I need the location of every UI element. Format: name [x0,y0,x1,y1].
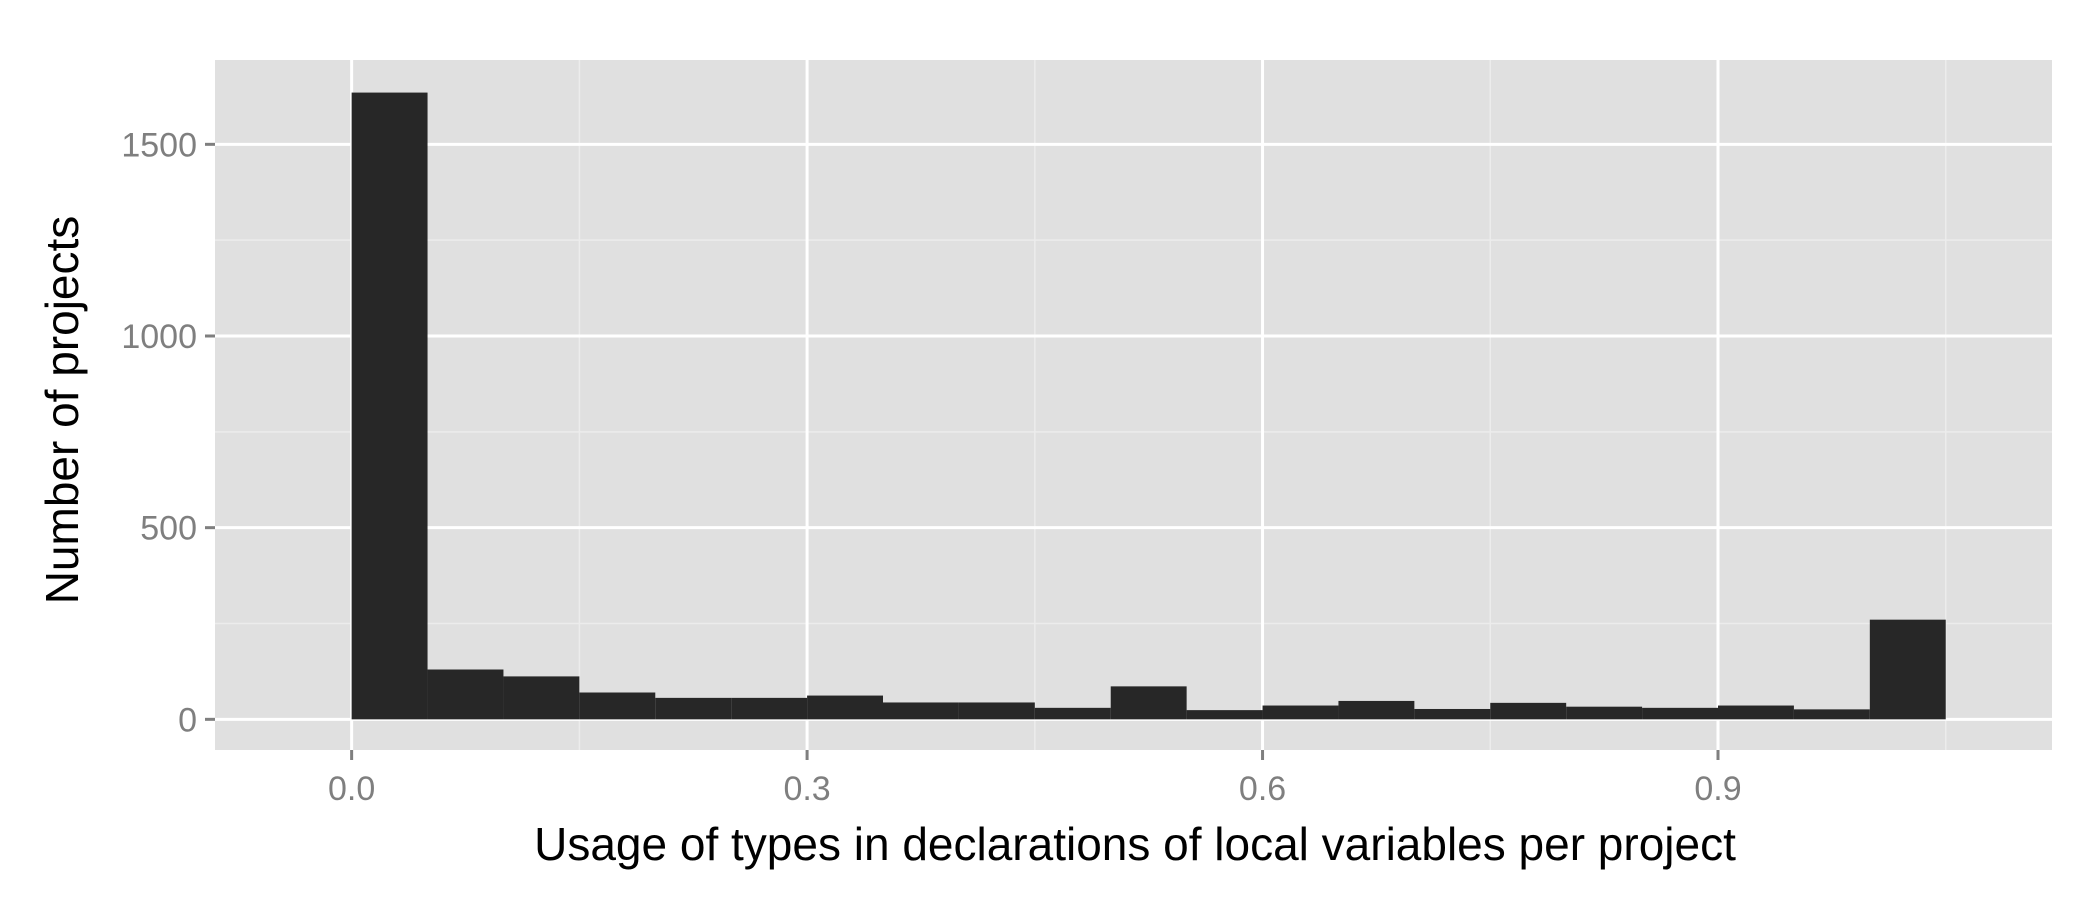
histogram-bar [351,92,428,720]
histogram-bar [1642,707,1718,720]
histogram-bar [1869,619,1946,720]
x-axis-ticks: 0.0 0.3 0.6 0.9 [328,750,1742,808]
y-tick-label: 500 [140,510,197,548]
histogram-bar [1186,710,1263,720]
histogram-bar [731,697,808,720]
histogram-bar [503,676,580,720]
y-axis-title: Number of projects [36,216,88,605]
histogram-bar [1110,686,1187,720]
y-tick-label: 0 [178,701,197,739]
histogram-bar [427,669,504,720]
x-tick-label: 0.0 [328,770,375,808]
histogram-bar [807,695,883,720]
y-tick-label: 1500 [121,126,197,164]
histogram-bar [1262,705,1339,720]
histogram-bar [1490,702,1567,720]
histogram-bar [579,692,656,720]
minor-gridlines [215,60,2052,750]
histogram-bar [1034,707,1111,720]
histogram-bar [1793,709,1870,720]
y-axis-ticks: 0 500 1000 1500 [121,126,215,739]
histogram-bar [883,702,959,720]
histogram-bar [1338,700,1415,720]
y-tick-label: 1000 [121,318,197,356]
histogram-bar [1566,706,1643,720]
x-tick-label: 0.6 [1239,770,1286,808]
histogram-bar [1414,708,1491,720]
plot-panel [215,60,2052,750]
histogram-bar [958,702,1035,720]
x-axis-title: Usage of types in declarations of local … [534,818,1736,870]
histogram-bars [351,92,1946,720]
histogram-bar [655,697,732,720]
x-tick-label: 0.9 [1694,770,1741,808]
histogram-bar [1718,705,1794,720]
x-tick-label: 0.3 [783,770,830,808]
